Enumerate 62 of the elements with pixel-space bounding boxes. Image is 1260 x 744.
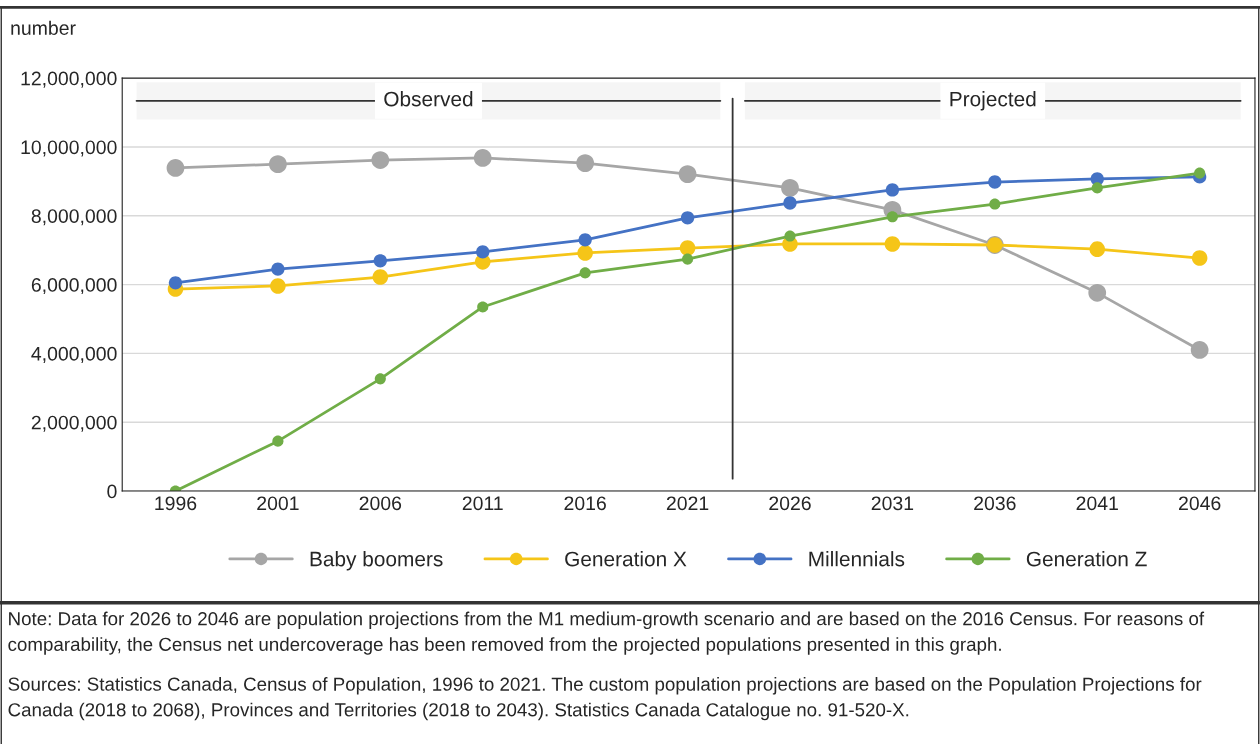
point [270,278,286,294]
x-tick-label: 2011 [462,496,503,511]
point [168,276,183,290]
point [886,211,898,223]
point [1091,182,1103,194]
point [579,267,591,279]
point [885,183,900,197]
band-label: Observed [384,91,473,107]
y-tick-label: 6,000,000 [31,278,117,295]
y-tick-label: 2,000,000 [31,415,117,432]
point [371,151,390,169]
point [682,253,694,265]
source-note: Sources: Statistics Canada, Census of Population, 1996 to 2021. The custom population projections are based on the Population Projections for Canada (2018 to 2068), Provinces and Territories (2018 to 2043). Statistics Canada Catalogue no. 91-520-X. [8,677,1202,721]
point [679,240,696,256]
point [989,198,1001,210]
point [374,373,386,385]
point [1089,241,1106,257]
x-tick-label: 2001 [257,496,299,511]
point [884,236,901,252]
point [784,230,796,242]
x-tick-label: 2006 [359,496,402,511]
x-tick-label: 2046 [1179,496,1221,511]
point [166,159,185,177]
point [1190,341,1209,359]
band-label: Projected [950,91,1036,111]
x-tick-label: 2021 [666,496,709,511]
legend-label: Millennials [809,551,905,567]
point [578,233,592,247]
point [1088,283,1107,302]
point [576,154,595,172]
point [781,179,799,197]
x-tick-label: 2026 [769,496,811,511]
y-tick-label: 0 [107,484,117,499]
y-tick-label: 12,000,000 [21,71,117,88]
x-tick-label: 2036 [974,496,1016,511]
x-tick-label: 2041 [1076,496,1118,511]
y-tick-label: 4,000,000 [31,346,117,363]
point [269,155,287,174]
y-tick-label: 8,000,000 [31,209,117,226]
point [271,262,285,276]
point [1194,167,1206,179]
x-tick-label: 2016 [564,496,606,511]
legend-label: Generation Z [1026,551,1147,567]
point [1191,250,1208,266]
point [373,254,387,268]
point [988,175,1002,189]
x-tick-label: 2031 [871,496,914,511]
text: Note: Data for 2026 to 2046 are population projections from the M1 medium-growth scenario and are based on the 2016 Census. For reasons of comparability, the Census net undercoverage has been removed from the projected populations presented in this graph. [8,611,1205,655]
x-tick-label: 1996 [155,496,197,511]
point [272,435,284,447]
point [476,245,490,259]
point [678,165,697,184]
point [577,245,593,261]
point [783,196,797,210]
y-tick-label: 10,000,000 [21,140,117,157]
point [372,269,389,285]
point [477,301,489,313]
y-axis-title: number [11,20,76,35]
point [680,211,695,225]
point [473,149,492,167]
legend-label: Generation X [565,551,687,567]
legend-label: Baby boomers [310,551,443,571]
